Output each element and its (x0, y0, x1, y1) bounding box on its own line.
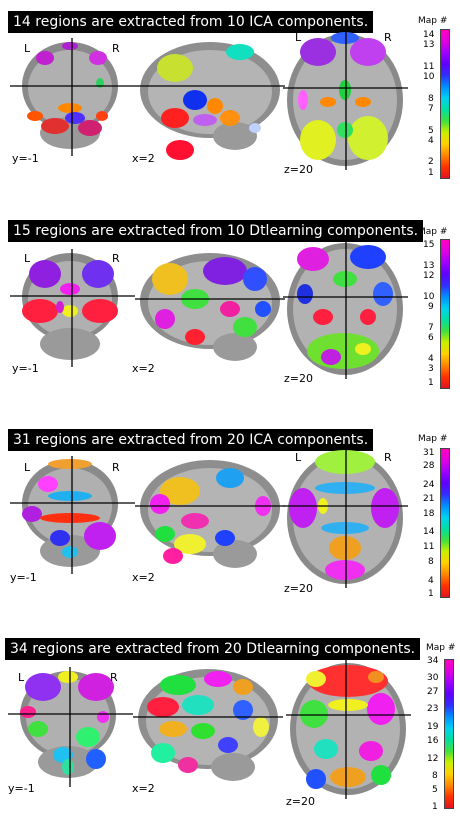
sagittal-coordinate: x=2 (132, 782, 155, 795)
colorbar-tick: 8 (428, 94, 434, 104)
colorbar-tick: 5 (428, 126, 434, 136)
panel-3: 31 regions are extracted from 20 ICA com… (0, 414, 460, 621)
orientation-right-label: R (110, 671, 118, 684)
orientation-left-label: L (24, 252, 31, 265)
colorbar-tick: 18 (423, 509, 435, 519)
colorbar-tick: 34 (427, 656, 439, 666)
colorbar-tick: 1 (428, 168, 434, 178)
colorbar-tick: 12 (427, 754, 439, 764)
orientation-left-label: L (24, 461, 31, 474)
orientation-right-label: R (112, 42, 120, 55)
colorbar-tick: 23 (427, 704, 439, 714)
colorbar-tick: 28 (423, 461, 435, 471)
colorbar (440, 239, 450, 389)
colorbar-tick: 12 (423, 271, 435, 281)
colorbar-tick: 16 (427, 736, 439, 746)
axial-view (283, 448, 408, 588)
coronal-view (10, 249, 135, 367)
colorbar-tick: 7 (428, 104, 434, 114)
sagittal-coordinate: x=2 (132, 362, 155, 375)
colorbar-tick: 31 (423, 448, 435, 458)
colorbar-gradient (441, 449, 449, 597)
orientation-left-label: L (18, 671, 25, 684)
axial-coordinate: z=20 (286, 795, 315, 808)
axial-coordinate: z=20 (284, 582, 313, 595)
orientation-right-label: R (112, 461, 120, 474)
colorbar-tick: 4 (428, 576, 434, 586)
sagittal-view (135, 38, 285, 166)
colorbar (444, 659, 454, 809)
colorbar-tick: 27 (427, 687, 439, 697)
colorbar-tick: 3 (428, 364, 434, 374)
orientation-left-label: L (295, 451, 302, 464)
sagittal-view (133, 665, 283, 797)
axial-view (283, 239, 408, 379)
colorbar-tick: 8 (432, 771, 438, 781)
colorbar-tick: 15 (423, 240, 435, 250)
panel-1: 14 regions are extracted from 10 ICA com… (0, 0, 460, 207)
colorbar-tick: 8 (428, 557, 434, 567)
colorbar-tick: 30 (427, 673, 439, 683)
panel-title: 14 regions are extracted from 10 ICA com… (8, 11, 374, 33)
orientation-right-label: R (384, 451, 392, 464)
colorbar-tick: 5 (432, 785, 438, 795)
colorbar-tick: 1 (428, 378, 434, 388)
colorbar-tick: 7 (428, 323, 434, 333)
orientation-right-label: R (384, 31, 392, 44)
colorbar-tick: 14 (423, 527, 435, 537)
colorbar-title: Map # (418, 16, 448, 26)
coronal-view (10, 456, 135, 574)
sagittal-view (135, 249, 285, 377)
coronal-view (8, 667, 133, 787)
colorbar-tick: 10 (423, 292, 435, 302)
panel-2: 15 regions are extracted from 10 Dtlearn… (0, 207, 460, 414)
orientation-left-label: L (24, 42, 31, 55)
colorbar-tick: 21 (423, 494, 435, 504)
axial-coordinate: z=20 (284, 372, 313, 385)
axial-view (283, 30, 408, 170)
panel-title: 31 regions are extracted from 20 ICA com… (8, 429, 374, 451)
sagittal-coordinate: x=2 (132, 152, 155, 165)
colorbar-gradient (441, 30, 449, 178)
sagittal-coordinate: x=2 (132, 571, 155, 584)
colorbar-tick: 24 (423, 480, 435, 490)
colorbar-tick: 13 (423, 40, 435, 50)
colorbar-tick: 14 (423, 30, 435, 40)
colorbar-gradient (445, 660, 453, 808)
axial-coordinate: z=20 (284, 163, 313, 176)
colorbar-title: Map # (418, 227, 448, 237)
colorbar-tick: 9 (428, 302, 434, 312)
colorbar-tick: 1 (432, 802, 438, 812)
colorbar-tick: 19 (427, 722, 439, 732)
colorbar-tick: 4 (428, 354, 434, 364)
panel-title: 34 regions are extracted from 20 Dtlearn… (5, 638, 421, 660)
colorbar-tick: 10 (423, 72, 435, 82)
colorbar (440, 29, 450, 179)
coronal-coordinate: y=-1 (8, 782, 35, 795)
colorbar-title: Map # (426, 643, 456, 653)
panel-title: 15 regions are extracted from 10 Dtlearn… (8, 220, 424, 242)
orientation-right-label: R (112, 252, 120, 265)
sagittal-view (135, 456, 285, 584)
coronal-coordinate: y=-1 (10, 571, 37, 584)
colorbar-tick: 6 (428, 333, 434, 343)
colorbar-title: Map # (418, 434, 448, 444)
panel-4: 34 regions are extracted from 20 Dtlearn… (0, 621, 460, 828)
colorbar-tick: 1 (428, 589, 434, 599)
colorbar (440, 448, 450, 598)
colorbar-tick: 11 (423, 62, 435, 72)
colorbar-tick: 11 (423, 542, 435, 552)
colorbar-tick: 13 (423, 261, 435, 271)
coronal-coordinate: y=-1 (12, 152, 39, 165)
colorbar-gradient (441, 240, 449, 388)
colorbar-tick: 2 (428, 157, 434, 167)
coronal-view (10, 38, 135, 156)
orientation-left-label: L (295, 31, 302, 44)
coronal-coordinate: y=-1 (12, 362, 39, 375)
colorbar-tick: 4 (428, 136, 434, 146)
axial-view (286, 659, 411, 799)
